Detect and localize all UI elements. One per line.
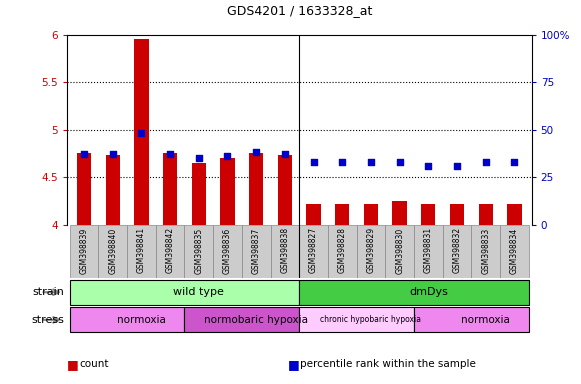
Text: dmDys: dmDys: [409, 287, 448, 297]
Text: GSM398827: GSM398827: [309, 227, 318, 273]
Text: strain: strain: [32, 287, 64, 297]
Bar: [357, 225, 385, 278]
Text: GSM398842: GSM398842: [166, 227, 175, 273]
Bar: [471, 225, 500, 278]
Bar: [70, 280, 299, 305]
Bar: [414, 308, 529, 332]
Text: chronic hypobaric hypoxia: chronic hypobaric hypoxia: [321, 315, 421, 324]
Text: GSM398832: GSM398832: [453, 227, 461, 273]
Bar: [249, 153, 263, 225]
Bar: [414, 225, 443, 278]
Text: GSM398840: GSM398840: [108, 227, 117, 273]
Text: normoxia: normoxia: [117, 315, 166, 325]
Bar: [163, 153, 177, 225]
Point: [309, 159, 318, 165]
Point: [338, 159, 347, 165]
Text: GDS4201 / 1633328_at: GDS4201 / 1633328_at: [227, 4, 372, 17]
Bar: [364, 204, 378, 225]
Text: normoxia: normoxia: [461, 315, 510, 325]
Point: [223, 153, 232, 159]
Text: wild type: wild type: [173, 287, 224, 297]
Point: [80, 151, 89, 157]
Bar: [328, 225, 357, 278]
Bar: [213, 225, 242, 278]
Point: [194, 155, 203, 161]
Point: [366, 159, 375, 165]
Bar: [299, 280, 529, 305]
Text: GSM398836: GSM398836: [223, 227, 232, 273]
Point: [510, 159, 519, 165]
Text: percentile rank within the sample: percentile rank within the sample: [300, 359, 476, 369]
Text: GSM398828: GSM398828: [338, 227, 347, 273]
Point: [252, 149, 261, 156]
Bar: [500, 225, 529, 278]
Bar: [507, 204, 522, 225]
Point: [453, 163, 462, 169]
Bar: [271, 225, 299, 278]
Point: [166, 151, 175, 157]
Text: GSM398831: GSM398831: [424, 227, 433, 273]
Bar: [335, 204, 349, 225]
Text: GSM398838: GSM398838: [281, 227, 289, 273]
Point: [280, 151, 289, 157]
Point: [395, 159, 404, 165]
Bar: [242, 225, 271, 278]
Text: GSM398829: GSM398829: [367, 227, 375, 273]
Text: GSM398841: GSM398841: [137, 227, 146, 273]
Text: GSM398835: GSM398835: [194, 227, 203, 273]
Bar: [220, 158, 235, 225]
Bar: [450, 204, 464, 225]
Text: normobaric hypoxia: normobaric hypoxia: [204, 315, 308, 325]
Bar: [134, 39, 149, 225]
Text: GSM398833: GSM398833: [481, 227, 490, 273]
Bar: [106, 155, 120, 225]
Bar: [278, 155, 292, 225]
Bar: [479, 204, 493, 225]
Point: [137, 130, 146, 136]
Point: [108, 151, 117, 157]
Text: GSM398837: GSM398837: [252, 227, 261, 273]
Bar: [98, 225, 127, 278]
Bar: [127, 225, 156, 278]
Text: ■: ■: [67, 358, 78, 371]
Bar: [184, 225, 213, 278]
Bar: [299, 225, 328, 278]
Text: count: count: [80, 359, 109, 369]
Bar: [306, 204, 321, 225]
Text: GSM398830: GSM398830: [395, 227, 404, 273]
Bar: [299, 308, 414, 332]
Point: [481, 159, 490, 165]
Bar: [70, 225, 98, 278]
Bar: [385, 225, 414, 278]
Bar: [443, 225, 471, 278]
Text: stress: stress: [31, 315, 64, 325]
Bar: [192, 163, 206, 225]
Bar: [392, 201, 407, 225]
Point: [424, 163, 433, 169]
Text: GSM398839: GSM398839: [80, 227, 88, 273]
Text: ■: ■: [288, 358, 299, 371]
Bar: [70, 308, 184, 332]
Bar: [77, 153, 91, 225]
Bar: [421, 204, 436, 225]
Bar: [184, 308, 299, 332]
Text: GSM398834: GSM398834: [510, 227, 519, 273]
Bar: [156, 225, 184, 278]
